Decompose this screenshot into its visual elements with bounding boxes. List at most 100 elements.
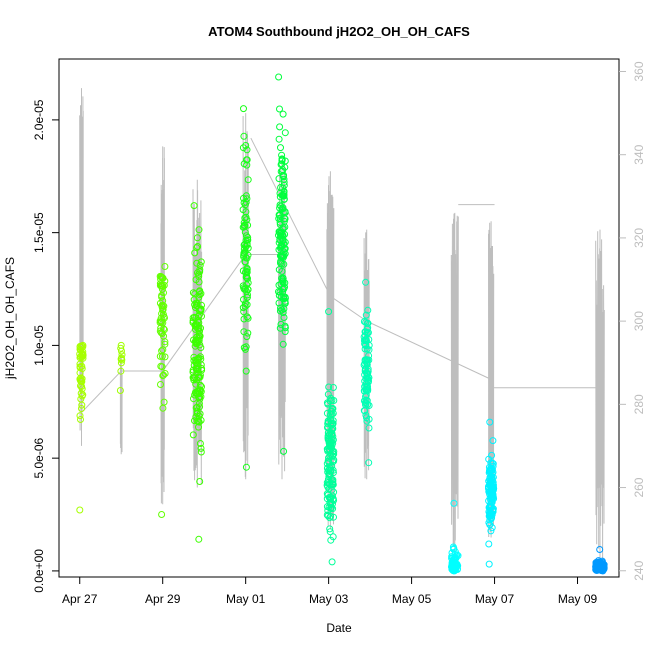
data-point: [487, 466, 495, 474]
y-axis-label: jH2O2_OH_OH_CAFS: [3, 257, 17, 380]
data-point: [158, 352, 166, 360]
data-point: [157, 381, 164, 388]
data-point: [278, 267, 286, 275]
data-point: [276, 215, 284, 223]
data-point: [276, 123, 284, 131]
data-point: [329, 478, 337, 486]
data-point: [197, 258, 205, 266]
data-point: [363, 360, 371, 368]
x-tick-label: May 09: [558, 592, 598, 606]
data-point: [244, 291, 251, 299]
data-point: [161, 353, 169, 361]
data-point: [193, 234, 201, 242]
data-point: [451, 548, 459, 556]
data-point: [117, 367, 125, 375]
data-point: [278, 156, 286, 164]
data-point: [365, 459, 373, 467]
data-point: [117, 355, 125, 363]
data-point: [280, 260, 288, 268]
y2-tick-label: 280: [632, 394, 646, 414]
data-point: [242, 142, 250, 149]
data-point: [275, 175, 283, 183]
data-point: [117, 359, 125, 367]
data-point: [330, 513, 337, 521]
data-point: [327, 505, 335, 512]
data-point: [243, 333, 251, 341]
scatter-points-layer: [76, 73, 608, 575]
data-point: [243, 294, 251, 301]
data-point: [76, 506, 84, 514]
data-point: [118, 351, 126, 359]
data-point: [192, 339, 200, 347]
data-point: [158, 511, 166, 518]
x-tick-label: May 03: [309, 592, 349, 606]
data-point: [279, 309, 287, 316]
data-point: [279, 184, 287, 192]
data-point: [323, 511, 331, 519]
data-point: [323, 399, 331, 407]
data-point: [486, 418, 494, 426]
data-point: [450, 499, 458, 507]
data-point: [243, 266, 251, 274]
x-tick-label: May 07: [475, 592, 515, 606]
data-point: [242, 237, 250, 244]
data-point: [327, 512, 335, 520]
data-point: [116, 387, 124, 394]
data-point: [277, 320, 285, 328]
data-point: [76, 412, 84, 420]
data-point: [196, 478, 204, 485]
y-tick-label: 2.0e-05: [32, 99, 46, 140]
data-point: [189, 374, 197, 382]
data-point: [450, 545, 458, 552]
data-point: [279, 110, 287, 118]
data-point: [363, 417, 371, 425]
data-point: [193, 362, 201, 370]
y2-tick-label: 340: [632, 144, 646, 164]
data-point: [488, 489, 496, 496]
data-point: [196, 403, 204, 411]
data-point: [360, 318, 368, 325]
data-point: [365, 424, 373, 432]
data-point: [364, 401, 372, 408]
data-point: [280, 295, 288, 303]
data-point: [364, 329, 372, 337]
data-point: [487, 512, 494, 520]
data-point: [324, 457, 332, 465]
data-point: [329, 420, 336, 428]
data-point: [118, 347, 125, 355]
data-point: [243, 268, 251, 276]
data-point: [244, 329, 252, 337]
data-point: [195, 272, 203, 280]
data-point: [242, 463, 250, 471]
data-point: [191, 249, 199, 257]
data-point: [486, 521, 494, 529]
data-point: [325, 308, 333, 316]
data-point: [240, 296, 247, 303]
data-point: [489, 437, 497, 445]
data-point: [361, 336, 369, 344]
data-point: [242, 208, 250, 216]
data-point: [276, 218, 284, 226]
data-point: [195, 335, 203, 342]
data-point: [362, 341, 370, 349]
data-point: [277, 243, 285, 251]
data-point: [243, 274, 251, 282]
y2-tick-label: 240: [632, 560, 646, 580]
data-point: [281, 215, 289, 223]
data-point: [325, 383, 333, 391]
data-point: [329, 384, 337, 391]
data-point: [594, 561, 602, 569]
data-point: [240, 132, 248, 140]
data-point: [329, 452, 336, 460]
data-point: [197, 448, 205, 456]
data-point: [329, 533, 337, 541]
y2-tick-label: 320: [632, 228, 646, 248]
data-point: [197, 307, 204, 315]
data-point: [160, 371, 167, 379]
data-point: [195, 535, 203, 543]
data-point: [487, 459, 495, 467]
data-point: [195, 226, 203, 234]
y-tick-label: 1.5e-05: [32, 212, 46, 253]
data-point: [244, 221, 252, 229]
data-point: [243, 156, 251, 164]
